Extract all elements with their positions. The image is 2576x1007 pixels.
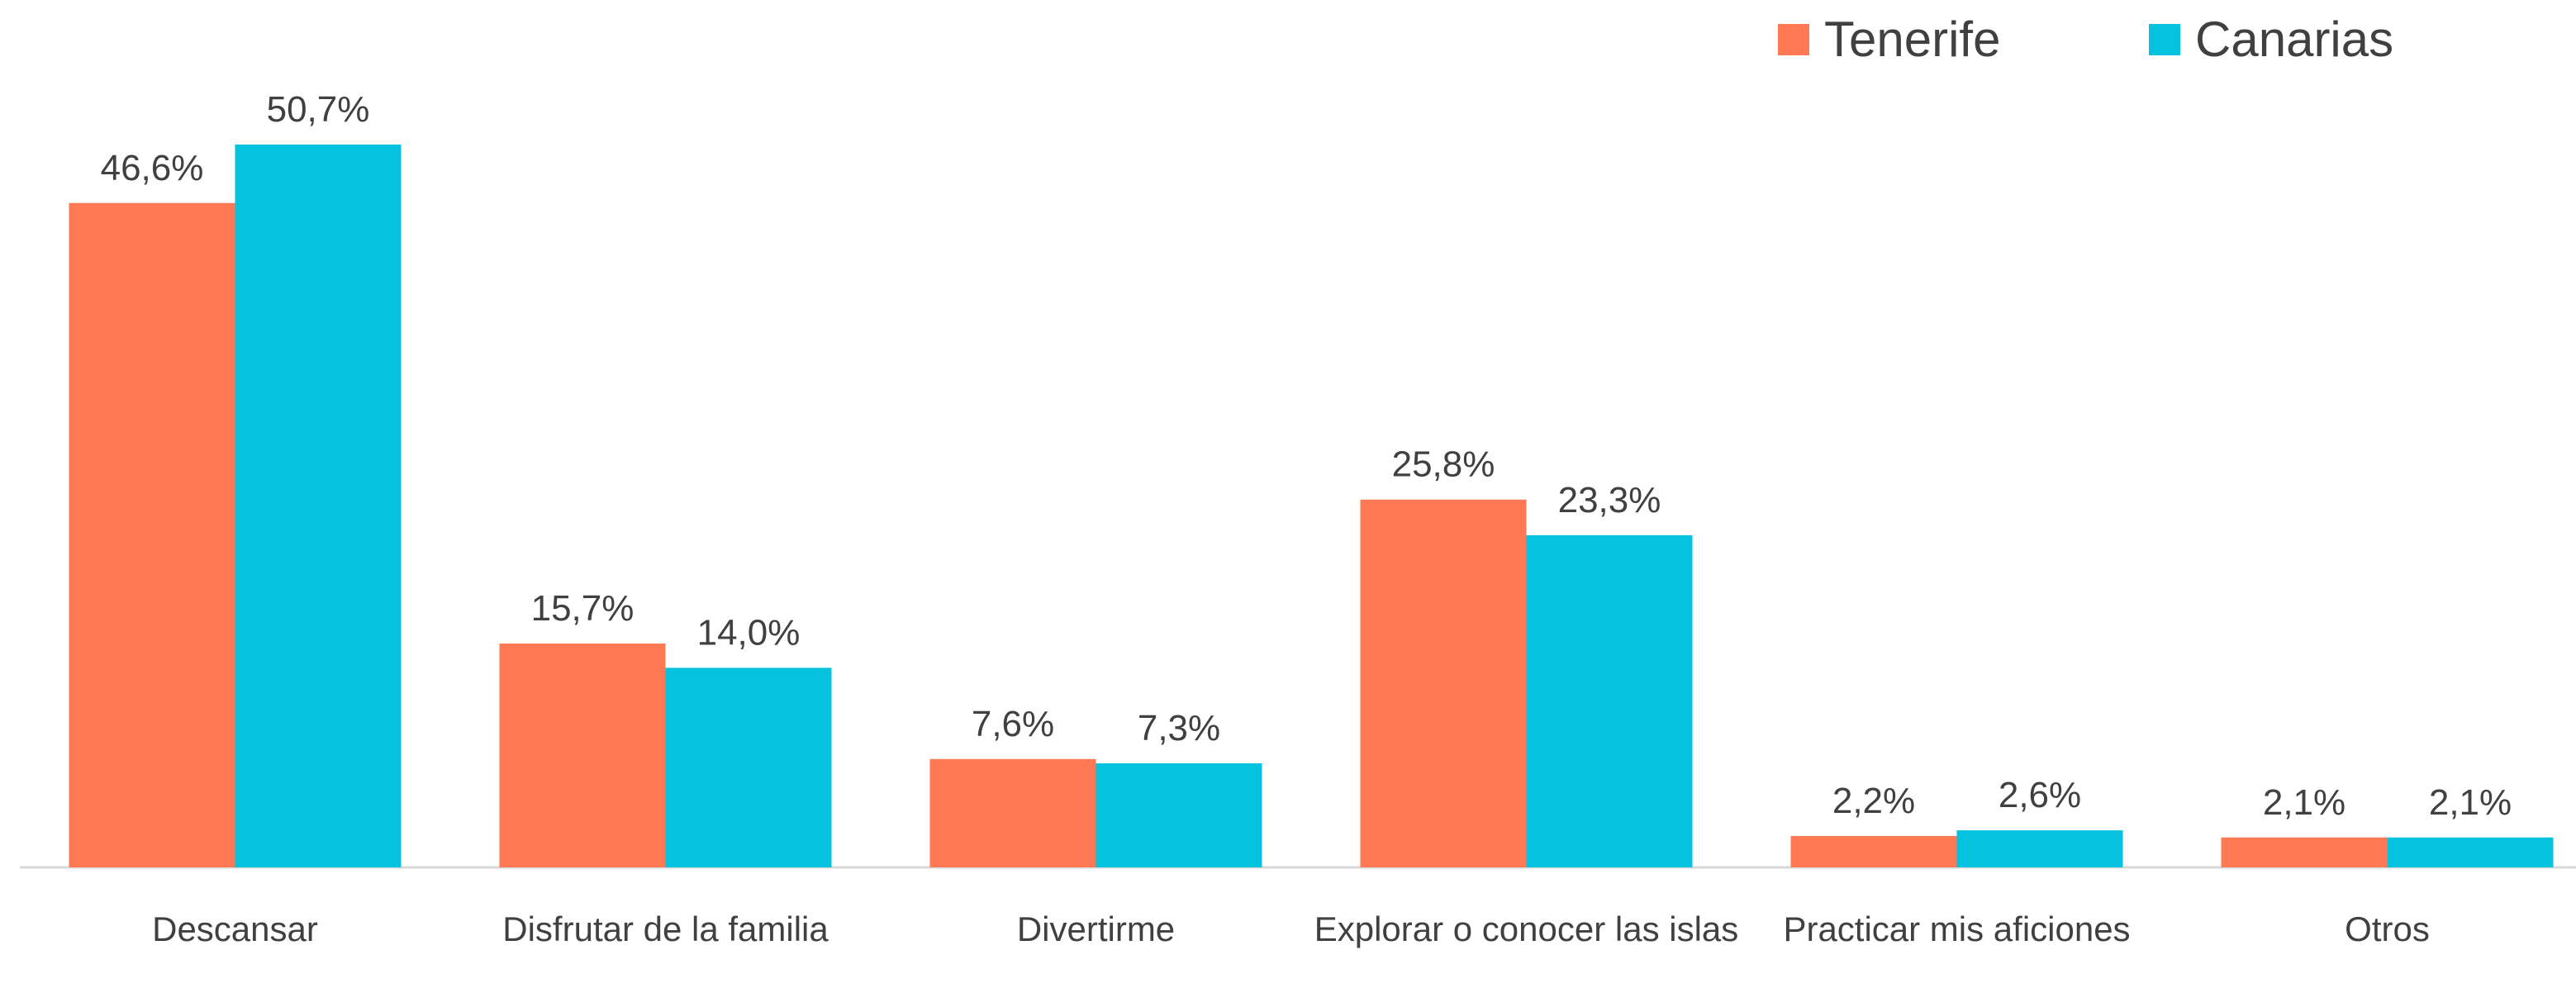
- data-label: 2,6%: [1999, 775, 2081, 815]
- legend-swatch: [1778, 24, 1809, 55]
- data-label: 2,1%: [2263, 782, 2345, 823]
- data-label: 25,8%: [1392, 444, 1495, 485]
- bar: [665, 667, 832, 867]
- data-label: 7,3%: [1138, 708, 1220, 748]
- bar: [69, 202, 235, 867]
- x-tick-label: Otros: [2345, 910, 2430, 948]
- bar: [1096, 763, 1262, 867]
- data-label: 7,6%: [972, 704, 1054, 744]
- x-tick-label: Descansar: [152, 910, 318, 948]
- bar: [2221, 837, 2388, 867]
- data-label: 2,1%: [2429, 782, 2512, 823]
- data-label: 50,7%: [267, 89, 370, 130]
- bar: [929, 758, 1096, 867]
- bar: [1526, 534, 1693, 867]
- legend-swatch: [2149, 24, 2180, 55]
- bar: [1790, 836, 1957, 867]
- data-label: 2,2%: [1832, 781, 1915, 821]
- x-tick-label: Disfrutar de la familia: [502, 910, 829, 948]
- x-tick-label: Divertirme: [1016, 910, 1176, 948]
- data-label: 23,3%: [1558, 480, 1661, 520]
- legend-label: Canarias: [2195, 12, 2393, 67]
- bar: [499, 644, 666, 867]
- data-label: 46,6%: [101, 148, 204, 188]
- x-tick-label: Explorar o conocer las islas: [1314, 910, 1739, 948]
- x-tick-label: Practicar mis aficiones: [1783, 910, 2131, 948]
- legend-label: Tenerife: [1824, 12, 2000, 67]
- bar: [1956, 830, 2123, 867]
- bar: [235, 145, 402, 867]
- bar: [1360, 499, 1527, 867]
- data-label: 14,0%: [697, 612, 801, 653]
- bar: [2387, 837, 2554, 867]
- data-label: 15,7%: [531, 588, 634, 629]
